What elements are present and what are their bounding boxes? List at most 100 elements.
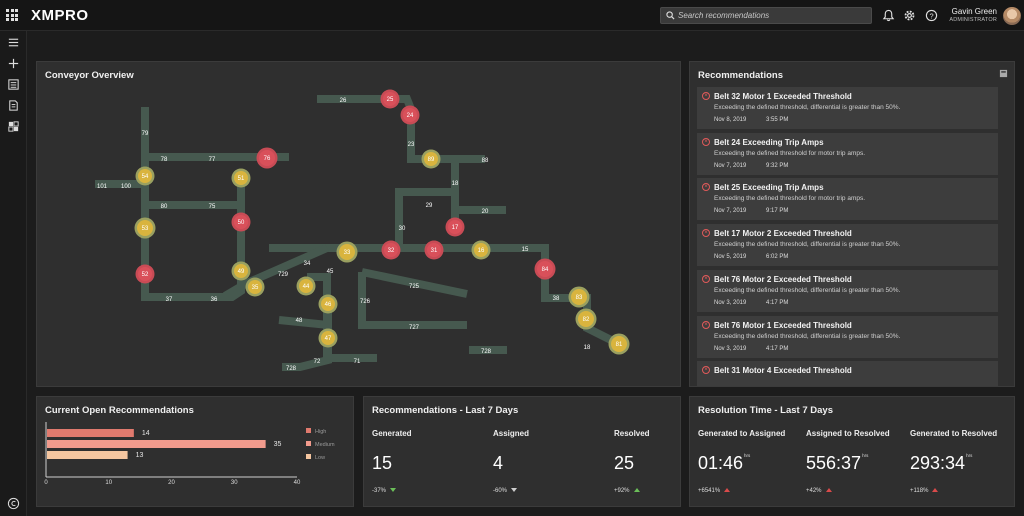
motor-node-label: 33 [344,250,351,256]
x-tick-label: 30 [231,480,238,486]
belt-label: 71 [354,359,361,365]
belt-label: 100 [121,184,132,190]
recommendation-date: Nov 3, 2019 [714,345,747,352]
conveyor-overview-panel: Conveyor Overview 26 23 88 18 29 20 30 15 38 18 79… [36,61,681,387]
recommendation-card[interactable]: × Belt 76 Motor 1 Exceeded Threshold Excee… [697,315,998,358]
bar-value-label: 13 [136,452,144,459]
motor-node-label: 31 [431,248,438,254]
unit-label: hrs [966,453,973,458]
motor-node-31[interactable]: 31 [424,240,444,260]
trend-down-icon [511,488,518,493]
gen-to-assigned-value-text: 01:46 [698,453,744,473]
legend-label: High [315,429,326,435]
motor-node-51[interactable]: 51 [231,168,251,188]
add-icon[interactable] [7,57,20,70]
belt-label: 36 [211,297,218,303]
motor-node-label: 76 [264,156,271,162]
recommendation-date: Nov 8, 2019 [714,117,747,123]
generated-delta: -37% [372,488,397,494]
search-input[interactable] [678,8,868,23]
recommendation-card[interactable]: × Belt 31 Motor 4 Exceeded Threshold [697,361,998,386]
gear-icon[interactable] [903,9,916,22]
belt-label: 20 [482,209,489,215]
trend-up-icon [633,488,640,493]
motor-node-32[interactable]: 32 [381,240,401,260]
recommendation-title: Belt 25 Exceeding Trip Amps [714,183,824,193]
recommendation-description: Exceeding the defined threshold for moto… [714,195,866,203]
assigned-delta-text: -60% [493,488,508,494]
resolved-delta-text: +92% [614,488,630,494]
belt-label: 75 [209,204,216,210]
assigned-delta: -60% [493,488,518,494]
assigned-to-resolved-value-text: 556:37 [806,453,862,473]
assigned-label: Assigned [493,429,530,438]
list-icon[interactable] [7,78,20,91]
motor-node-46[interactable]: 46 [318,294,338,314]
app-launcher-icon[interactable] [6,9,18,21]
gen-to-resolved-delta-text: +118% [910,488,929,494]
dashboard-icon[interactable] [7,120,20,133]
motor-node-81[interactable]: 81 [608,333,630,355]
recommendation-card[interactable]: × Belt 32 Motor 1 Exceeded Threshold Excee… [697,87,998,129]
recommendation-description: Exceeding the defined threshold, differe… [714,104,901,111]
belt-label: 728 [286,366,297,372]
bell-icon[interactable] [882,9,895,22]
recommendation-date: Nov 7, 2019 [714,162,747,169]
motor-node-label: 84 [542,267,549,273]
recommendation-card[interactable]: × Belt 76 Motor 2 Exceeded Threshold Excee… [697,269,998,312]
motor-node-24[interactable]: 24 [400,105,420,125]
motor-node-76[interactable]: 76 [256,147,278,169]
motor-node-82[interactable]: 82 [575,308,597,330]
motor-node-label: 89 [428,157,435,163]
belt-label: 29 [426,203,433,209]
motor-node-17[interactable]: 17 [445,217,465,237]
alert-icon: × [702,229,710,238]
alert-icon: × [702,320,710,329]
motor-node-16[interactable]: 16 [471,240,491,260]
recommendation-card[interactable]: × Belt 25 Exceeding Trip Amps Exceeding th… [697,178,998,221]
motor-node-47[interactable]: 47 [318,328,338,348]
motor-node-33[interactable]: 33 [336,241,358,263]
motor-node-label: 82 [583,317,590,323]
recommendation-card[interactable]: × Belt 17 Motor 2 Exceeded Threshold Excee… [697,224,998,267]
search-box[interactable] [660,7,872,24]
document-icon[interactable] [7,99,20,112]
motor-node-50[interactable]: 50 [231,212,251,232]
menu-icon[interactable] [7,36,20,49]
belt-label: 88 [482,158,489,164]
motor-node-49[interactable]: 49 [231,261,251,281]
belt-label: 80 [161,204,168,210]
motor-node-label: 32 [388,248,395,254]
help-icon[interactable]: ? [925,9,938,22]
search-icon [666,11,675,20]
motor-node-35[interactable]: 35 [245,277,265,297]
assigned-to-resolved-delta: +42% [806,488,832,494]
motor-node-25[interactable]: 25 [380,89,400,109]
legend-label: Low [315,455,325,461]
motor-node-54[interactable]: 54 [135,166,155,186]
avatar[interactable] [1003,7,1021,25]
belt-label: 15 [522,247,529,253]
motor-node-52[interactable]: 52 [135,264,155,284]
motor-node-83[interactable]: 83 [568,286,590,308]
motor-node-44[interactable]: 44 [296,276,316,296]
recommendation-description: Exceeding the defined threshold, differe… [714,241,901,249]
recommendation-date: Nov 3, 2019 [714,299,747,306]
motor-node-84[interactable]: 84 [534,258,556,280]
expand-icon[interactable] [999,69,1008,78]
gen-to-resolved-value: 293:34hrs [910,453,972,474]
gen-to-resolved-value-text: 293:34 [910,453,966,473]
user-name[interactable]: Gavin Green [951,7,997,16]
recommendation-card[interactable]: × Belt 24 Exceeding Trip Amps Exceeding th… [697,132,998,175]
recommendation-description: Exceeding the defined threshold, differe… [714,332,901,340]
motor-node-89[interactable]: 89 [421,149,441,169]
belt-label: 728 [481,349,492,355]
brand-logo[interactable]: XMPRO [31,7,89,24]
motor-node-53[interactable]: 53 [134,217,156,239]
bar-medium [47,440,266,448]
motor-node-label: 44 [303,284,310,290]
motor-node-label: 35 [252,285,259,291]
belt-network [95,95,621,371]
recommendation-title: Belt 76 Motor 2 Exceeded Threshold [714,274,852,284]
belt-label: 726 [360,299,371,305]
